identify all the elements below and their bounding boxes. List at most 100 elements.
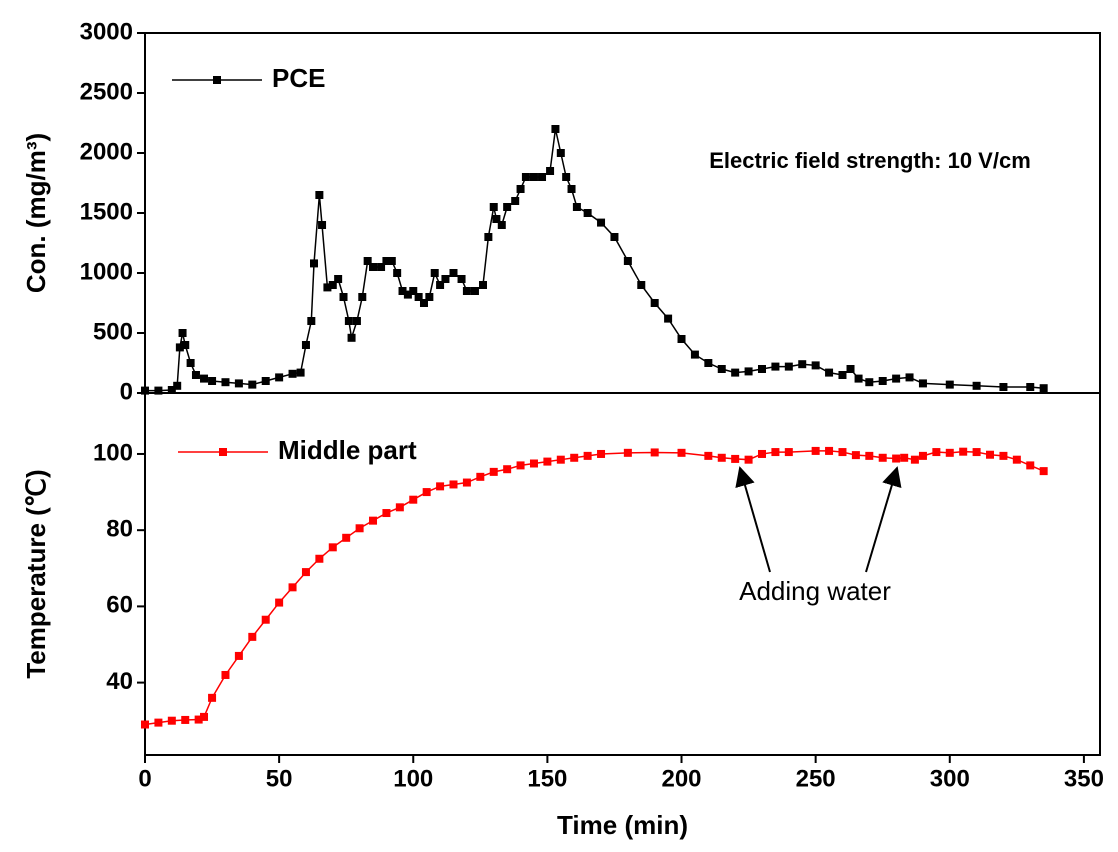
data-point — [945, 380, 954, 389]
data-point — [798, 360, 807, 369]
x-tick-label: 50 — [266, 765, 293, 792]
data-point — [352, 317, 361, 325]
y-tick-label: 3000 — [80, 18, 133, 45]
data-point — [811, 361, 820, 370]
data-point — [1039, 384, 1048, 393]
x-tick-label: 0 — [138, 765, 151, 792]
data-point — [771, 362, 780, 371]
data-point — [175, 343, 184, 352]
data-point — [551, 125, 560, 133]
data-point — [757, 365, 766, 373]
data-point — [492, 215, 501, 223]
data-point — [744, 455, 753, 464]
arrow — [735, 466, 771, 573]
data-point — [191, 371, 200, 379]
data-point — [597, 449, 606, 458]
y-axis-label: Con. (mg/m³) — [21, 133, 51, 293]
data-point — [419, 299, 428, 307]
data-point — [436, 281, 445, 289]
data-point — [811, 446, 820, 455]
x-tick-label: 250 — [796, 765, 836, 792]
data-point — [409, 287, 418, 295]
data-point — [972, 381, 981, 390]
data-point — [395, 503, 404, 512]
data-point — [529, 173, 538, 181]
data-point — [154, 718, 163, 727]
legend-label: Middle part — [278, 435, 417, 465]
data-point — [717, 453, 726, 462]
data-point — [221, 670, 230, 679]
data-point — [430, 269, 439, 277]
data-point — [900, 453, 909, 462]
data-point — [479, 281, 488, 289]
data-point — [1039, 467, 1048, 476]
data-point — [610, 233, 619, 241]
y-tick-label: 0 — [120, 378, 133, 405]
data-point — [436, 482, 445, 491]
data-point — [181, 341, 190, 349]
data-point — [489, 467, 498, 476]
data-point — [905, 373, 914, 382]
data-point — [945, 448, 954, 457]
data-point — [344, 317, 353, 325]
annotation: Electric field strength: 10 V/cm — [709, 148, 1031, 173]
data-point — [328, 281, 337, 289]
x-tick-label: 200 — [661, 765, 701, 792]
data-point — [484, 233, 493, 241]
data-point — [999, 383, 1008, 391]
data-point — [318, 221, 327, 229]
data-point — [347, 333, 356, 342]
data-point — [731, 454, 740, 463]
x-tick-label: 100 — [393, 765, 433, 792]
x-tick-label: 300 — [930, 765, 970, 792]
data-point — [497, 221, 506, 229]
data-point — [986, 450, 995, 459]
data-point — [516, 461, 525, 470]
data-point — [358, 293, 367, 301]
y-tick-label: 1000 — [80, 258, 133, 285]
data-point — [382, 257, 391, 265]
data-point — [918, 379, 927, 388]
data-point — [846, 365, 855, 373]
data-point — [208, 693, 217, 702]
data-point — [328, 543, 337, 552]
data-point — [369, 516, 378, 525]
data-point — [315, 554, 324, 563]
data-point — [784, 362, 793, 371]
data-point — [731, 368, 740, 377]
data-point — [932, 448, 941, 457]
data-point — [650, 448, 659, 457]
data-point — [556, 149, 565, 157]
arrow — [865, 466, 902, 573]
data-point — [154, 386, 163, 395]
data-point — [690, 350, 699, 359]
x-tick-label: 150 — [527, 765, 567, 792]
data-point — [918, 451, 927, 460]
data-point — [409, 495, 418, 504]
data-point — [178, 329, 187, 337]
data-point — [637, 281, 646, 289]
data-point — [275, 598, 284, 607]
data-point — [562, 173, 571, 181]
x-tick-label: 350 — [1064, 765, 1104, 792]
data-point — [878, 377, 887, 385]
data-point — [167, 716, 176, 725]
data-point — [511, 197, 520, 205]
data-point — [248, 380, 257, 389]
annotation: Adding water — [739, 576, 891, 606]
data-point — [1026, 383, 1035, 391]
data-point — [704, 359, 713, 367]
data-point — [425, 293, 434, 301]
data-point — [784, 448, 793, 457]
data-point — [301, 568, 310, 577]
data-point — [186, 359, 195, 367]
data-point — [650, 299, 659, 307]
data-point — [470, 287, 479, 295]
data-point — [422, 488, 431, 497]
data-point — [664, 314, 673, 323]
y-tick-label: 2000 — [80, 138, 133, 165]
data-point — [377, 263, 386, 271]
data-point — [744, 367, 753, 376]
data-point — [677, 335, 686, 343]
data-point — [623, 448, 632, 457]
